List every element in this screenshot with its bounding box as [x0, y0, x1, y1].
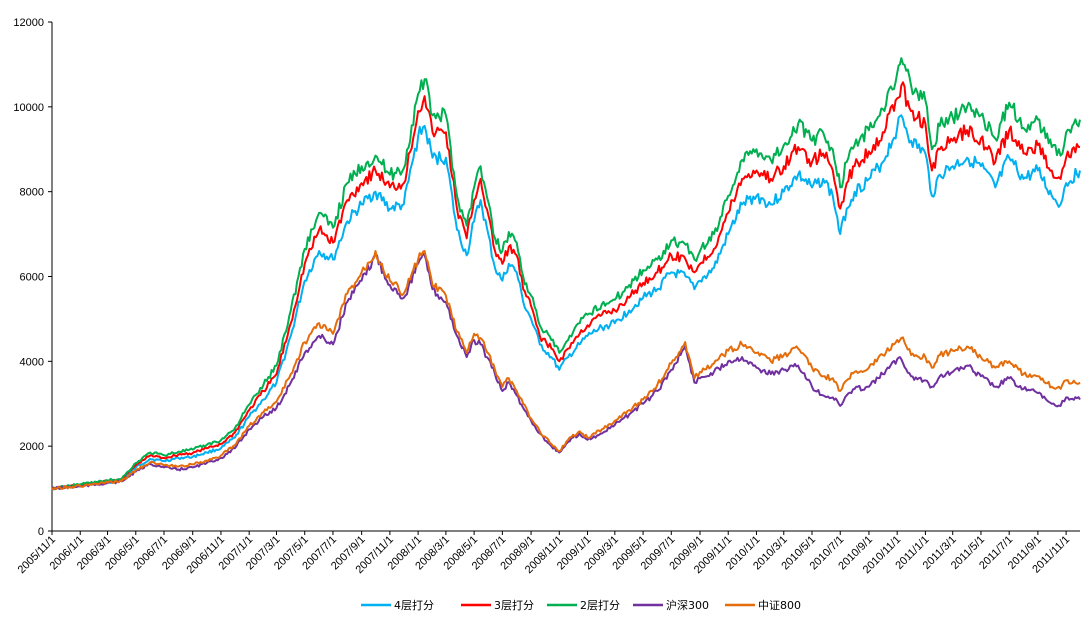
- series-line-0: [51, 114, 1081, 491]
- y-tick-label: 10000: [13, 102, 44, 114]
- x-tick-label: 2005/11/1: [16, 534, 59, 577]
- series-line-2: [51, 57, 1081, 490]
- legend-label: 2层打分: [580, 598, 620, 612]
- y-tick-labels: 0 2000 4000 6000 8000 10000 12000: [13, 17, 44, 538]
- series-line-3: [51, 252, 1081, 490]
- y-tick-label: 4000: [20, 356, 44, 368]
- series-lines: [51, 57, 1081, 491]
- series-line-4: [51, 250, 1081, 491]
- y-tick-label: 8000: [20, 187, 44, 199]
- legend-label: 4层打分: [394, 598, 434, 612]
- x-tick-labels: 2005/11/12006/1/12006/3/12006/5/12006/7/…: [16, 534, 1073, 577]
- y-tick-label: 6000: [20, 272, 44, 284]
- y-tick-label: 0: [38, 526, 44, 538]
- y-tick-label: 2000: [20, 441, 44, 453]
- legend-label: 沪深300: [666, 598, 709, 612]
- legend-label: 中证800: [758, 599, 801, 612]
- series-line-1: [51, 81, 1081, 490]
- legend-label: 3层打分: [494, 598, 534, 612]
- legend: 4层打分 3层打分 2层打分 沪深300 中证800: [361, 598, 801, 612]
- chart-axes: [48, 21, 1080, 535]
- y-tick-label: 12000: [13, 17, 44, 29]
